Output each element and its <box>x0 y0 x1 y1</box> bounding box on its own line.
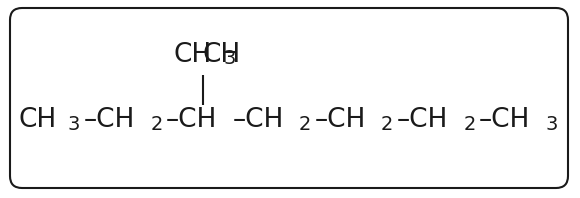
Text: 3: 3 <box>68 114 80 133</box>
Text: 2: 2 <box>463 114 476 133</box>
Text: –CH: –CH <box>233 107 284 133</box>
Text: 2: 2 <box>299 114 311 133</box>
Text: 3: 3 <box>223 49 235 68</box>
Text: –CH: –CH <box>315 107 366 133</box>
Text: –CH: –CH <box>397 107 448 133</box>
Text: 2: 2 <box>381 114 393 133</box>
Text: CH: CH <box>19 107 57 133</box>
FancyBboxPatch shape <box>10 8 568 188</box>
Text: CH: CH <box>202 42 241 68</box>
Text: –CH: –CH <box>479 107 531 133</box>
Text: –CH: –CH <box>84 107 135 133</box>
Text: 3: 3 <box>545 114 558 133</box>
Text: 2: 2 <box>150 114 162 133</box>
Text: CH: CH <box>174 42 212 68</box>
Text: –CH: –CH <box>166 107 218 133</box>
